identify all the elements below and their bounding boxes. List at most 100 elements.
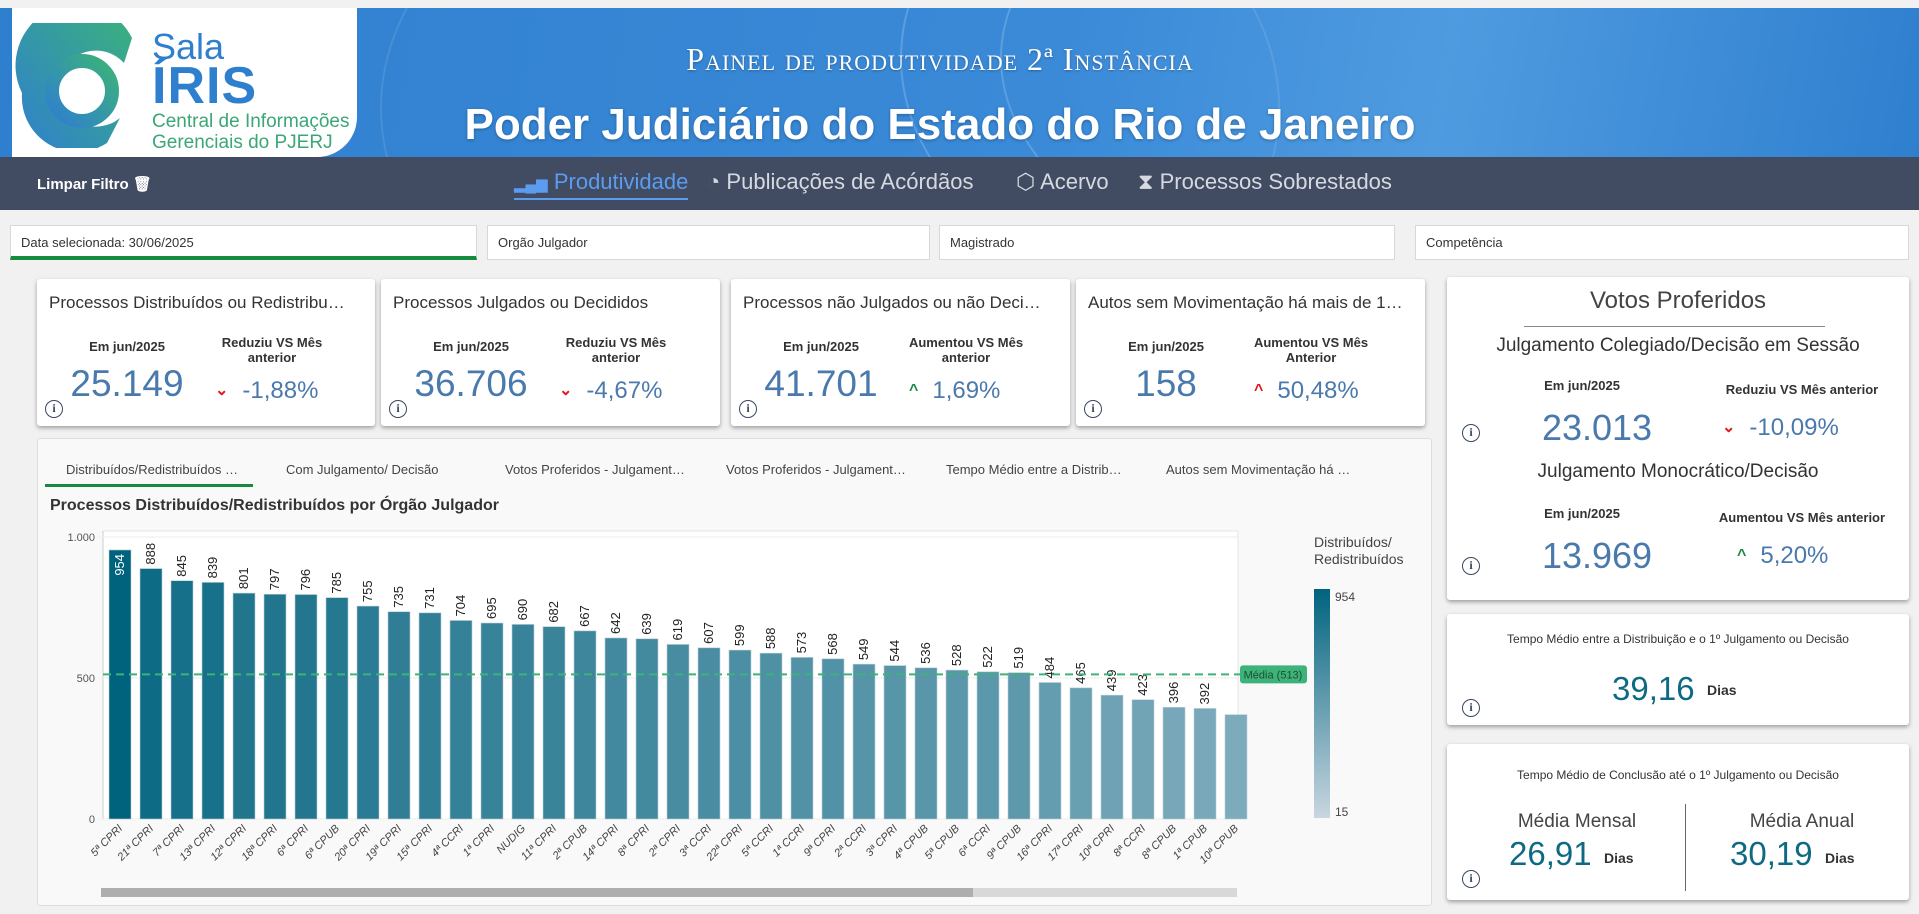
tempo-conclusao-card: Tempo Médio de Conclusão até o 1º Julgam… — [1447, 744, 1909, 900]
legend-title: Distribuídos/ — [1314, 534, 1392, 550]
bar — [1069, 687, 1093, 820]
bar-value-label: 954 — [112, 554, 127, 576]
bar-value-label: 839 — [205, 557, 220, 579]
magistrado-filter[interactable]: Magistrado — [939, 225, 1395, 260]
bar — [170, 580, 194, 820]
bar-value-label: 544 — [887, 640, 902, 662]
info-icon[interactable]: i — [739, 400, 757, 418]
bar — [635, 638, 659, 820]
bar — [852, 663, 876, 820]
chart-tab-votos-monocratico[interactable]: Votos Proferidos - Julgament… — [726, 462, 906, 477]
bar-value-label: 845 — [174, 555, 189, 577]
kpi-card: Processos não Julgados ou não Deci… Em j… — [731, 279, 1070, 426]
bar-value-label: 797 — [267, 569, 282, 591]
nav-tab-sobrestados[interactable]: ⧗ Processos Sobrestados — [1138, 169, 1392, 194]
kpi-comparison: Reduziu VS Mês anterior — [221, 335, 323, 365]
bar-chart-icon: ▂▄▆ — [514, 176, 548, 193]
info-icon[interactable]: i — [389, 400, 407, 418]
box-icon: ⬡ — [1016, 169, 1036, 194]
bar-value-label: 755 — [360, 580, 375, 602]
bar — [1038, 682, 1062, 820]
kpi-card: Autos sem Movimentação há mais de 1… Em … — [1076, 279, 1425, 426]
bar-value-label: 801 — [236, 567, 251, 589]
divider — [1685, 804, 1686, 891]
bar — [1224, 714, 1248, 820]
bar — [883, 665, 907, 820]
bar-value-label: 423 — [1135, 674, 1150, 696]
bar-value-label: 785 — [329, 572, 344, 594]
kpi-title: Autos sem Movimentação há mais de 1… — [1088, 293, 1403, 312]
mean-label-badge — [1240, 665, 1307, 684]
bar — [914, 667, 938, 820]
date-filter[interactable]: Data selecionada: 30/06/2025 — [10, 225, 477, 260]
bar-value-label: 439 — [1104, 669, 1119, 691]
arrow-down-icon: ⌄ — [559, 382, 573, 399]
x-category-label: 1ª CPRI — [461, 823, 497, 859]
bar-value-label: 695 — [484, 597, 499, 619]
clear-filter-button[interactable]: Limpar Filtro 🗑 — [37, 176, 152, 193]
bar — [604, 637, 628, 820]
bar-value-label: 519 — [1011, 647, 1026, 669]
x-category-label: 1ª CCRI — [770, 823, 807, 860]
nav-tab-publicacoes[interactable]: ◔ Publicações de Acórdãos — [707, 169, 974, 194]
bar — [294, 594, 318, 820]
competencia-filter[interactable]: Competência — [1415, 225, 1909, 260]
x-category-label: 8ª CPRI — [616, 823, 652, 859]
nav-tab-acervo[interactable]: ⬡ Acervo — [1016, 169, 1109, 194]
kpi-period: Em jun/2025 — [1128, 339, 1204, 354]
bar-value-label: 690 — [515, 599, 530, 621]
sala-iris-logo: Sala ÍRIS Central de Informações Gerenci… — [12, 8, 357, 157]
nav-tab-produtividade[interactable]: ▂▄▆ Produtividade — [514, 169, 689, 200]
arrow-down-icon: ⌄ — [1722, 419, 1736, 436]
chart-tab-tempo-medio[interactable]: Tempo Médio entre a Distrib… — [946, 462, 1122, 477]
info-icon[interactable]: i — [1462, 699, 1480, 717]
info-icon[interactable]: i — [1462, 870, 1480, 888]
kpi-percent: 1,69% — [932, 377, 1001, 404]
arrow-up-icon: ^ — [909, 382, 919, 399]
kpi-comparison: Aumentou VS Mês anterior — [908, 335, 1024, 365]
legend-color-scale — [1314, 589, 1330, 818]
bar-value-label: 536 — [918, 642, 933, 664]
chart-tab-distribuidos[interactable]: Distribuídos/Redistribuídos … — [45, 462, 253, 487]
bar-value-label: 392 — [1197, 683, 1212, 705]
info-icon[interactable]: i — [1084, 400, 1102, 418]
bar — [728, 649, 752, 820]
kpi-card: Processos Julgados ou Decididos Em jun/2… — [381, 279, 720, 426]
kpi-period: Em jun/2025 — [783, 339, 859, 354]
kpi-title: Processos Distribuídos ou Redistribu… — [49, 293, 345, 312]
kpi-comparison: Aumentou VS Mês Anterior — [1253, 335, 1369, 365]
mean-label: Média (513) — [1244, 669, 1303, 681]
iris-logo-icon — [15, 23, 132, 148]
legend-min: 15 — [1335, 805, 1349, 819]
votos-title: Votos Proferidos — [1589, 287, 1767, 314]
bar — [759, 652, 783, 820]
bar-value-label: 568 — [825, 633, 840, 655]
kpi-value: 41.701 — [764, 363, 878, 404]
info-icon[interactable]: i — [1462, 557, 1480, 575]
bar — [976, 671, 1000, 820]
orgao-julgador-filter[interactable]: Orgão Julgador — [487, 225, 930, 260]
bar-value-label: 682 — [546, 601, 561, 623]
bar — [480, 622, 504, 820]
bar-value-label: 549 — [856, 638, 871, 660]
bar — [201, 582, 225, 820]
chart-tab-autos-sem-movimentacao[interactable]: Autos sem Movimentação há … — [1166, 462, 1351, 477]
arrow-up-icon: ^ — [1254, 382, 1264, 399]
bar-value-label: 704 — [453, 595, 468, 617]
legend-title: Redistribuídos — [1314, 551, 1404, 567]
bar — [666, 644, 690, 820]
y-tick-label: 500 — [77, 673, 95, 685]
scrollbar-thumb[interactable] — [101, 888, 973, 897]
chart-tab-julgamento[interactable]: Com Julgamento/ Decisão — [286, 462, 439, 477]
kpi-title: Processos Julgados ou Decididos — [393, 293, 649, 312]
info-icon[interactable]: i — [1462, 424, 1480, 442]
chart-tab-votos-colegiado[interactable]: Votos Proferidos - Julgament… — [505, 462, 685, 477]
bar — [697, 647, 721, 820]
bar — [325, 597, 349, 820]
bar-value-label: 484 — [1042, 657, 1057, 679]
info-icon[interactable]: i — [45, 400, 63, 418]
bar-value-label: 642 — [608, 612, 623, 634]
pie-chart-icon: ◔ — [707, 169, 721, 194]
x-category-label: 9ª CPRI — [802, 823, 838, 859]
bar — [1007, 672, 1031, 820]
